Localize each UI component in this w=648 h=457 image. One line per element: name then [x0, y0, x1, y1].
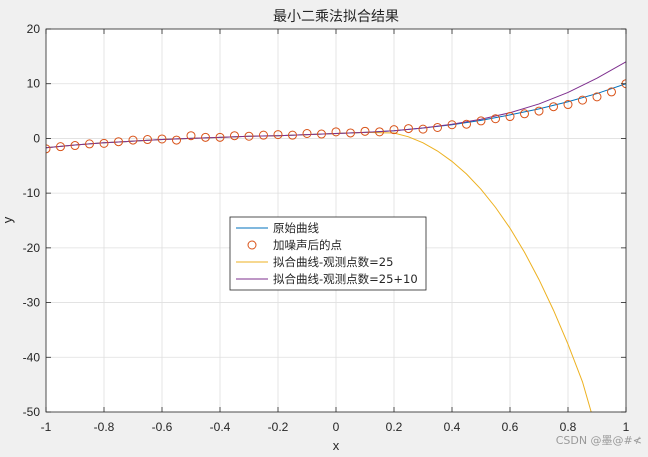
x-tick-label: 0.2: [386, 420, 403, 434]
y-tick-label: -30: [23, 296, 41, 310]
chart-title: 最小二乘法拟合结果: [273, 9, 399, 25]
legend-entry-noisy-points: 加噪声后的点: [247, 238, 342, 252]
data-point: [302, 129, 312, 139]
y-tick-label: -10: [23, 186, 41, 200]
data-point: [491, 114, 500, 124]
data-point: [549, 102, 558, 112]
data-point: [418, 124, 428, 134]
data-point: [273, 130, 283, 140]
data-point: [259, 130, 268, 140]
data-point: [534, 106, 544, 116]
data-point: [563, 100, 573, 110]
series-fit-35: [46, 61, 626, 149]
data-point: [114, 137, 123, 147]
y-tick-label: -20: [23, 241, 41, 255]
y-tick-labels: -50 -40 -30 -20 -10 0 10 20: [23, 22, 41, 419]
data-point: [607, 87, 616, 97]
legend-swatch-noisy-points: [247, 240, 257, 250]
data-point: [230, 131, 239, 141]
data-point: [389, 125, 399, 135]
legend-entry-fit-35: 拟合曲线-观测点数=25+10: [236, 272, 418, 286]
legend-label-fit-35: 拟合曲线-观测点数=25+10: [273, 272, 418, 286]
x-tick-label: 0.6: [502, 420, 519, 434]
x-tick-label: 1: [623, 420, 630, 434]
data-point: [128, 135, 138, 145]
data-point: [99, 138, 109, 148]
data-point: [215, 132, 225, 142]
data-point: [85, 139, 94, 149]
data-point: [288, 130, 297, 140]
data-point: [462, 119, 471, 129]
x-tick-label: -0.4: [210, 420, 231, 434]
legend-label-original: 原始曲线: [273, 221, 319, 235]
series-layer: [46, 61, 626, 412]
series-noisy-points: [46, 79, 626, 154]
data-point: [578, 95, 587, 105]
data-point: [46, 144, 51, 154]
series-line: [46, 61, 626, 149]
data-point: [375, 127, 384, 137]
data-point: [317, 129, 326, 139]
data-point: [143, 135, 152, 145]
data-point: [360, 126, 370, 136]
data-point: [592, 92, 602, 102]
x-tick-labels: -1 -0.8 -0.6 -0.4 -0.2 0 0.2 0.4 0.6 0.8 1: [41, 420, 630, 434]
tick-marks: [45, 28, 627, 413]
data-point: [505, 112, 515, 122]
x-tick-label: 0.8: [560, 420, 577, 434]
x-tick-label: 0: [333, 420, 340, 434]
legend-entry-original: 原始曲线: [236, 221, 319, 235]
x-tick-label: -0.2: [268, 420, 289, 434]
legend-entry-fit-25: 拟合曲线-观测点数=25: [236, 255, 393, 269]
data-point: [201, 132, 210, 142]
y-tick-label: 20: [27, 22, 41, 36]
data-point: [433, 122, 442, 132]
y-tick-label: 0: [33, 131, 40, 145]
data-point: [157, 134, 167, 144]
y-axis-label: y: [0, 216, 15, 223]
y-tick-label: -40: [23, 350, 41, 364]
watermark: CSDN @墨@#≮: [556, 434, 642, 447]
data-point: [70, 141, 80, 151]
data-point: [186, 131, 196, 141]
x-tick-label: 0.4: [444, 420, 461, 434]
legend-label-fit-25: 拟合曲线-观测点数=25: [273, 255, 393, 269]
data-point: [520, 109, 529, 119]
data-point: [476, 116, 486, 126]
x-tick-label: -0.6: [152, 420, 173, 434]
x-axis-label: x: [333, 438, 340, 453]
legend-box: [229, 216, 427, 291]
data-point: [346, 128, 355, 138]
legend-label-noisy-points: 加噪声后的点: [273, 238, 342, 252]
data-point: [172, 135, 181, 145]
y-tick-label: 10: [27, 77, 41, 91]
legend[interactable]: 原始曲线 加噪声后的点 拟合曲线-观测点数=25 拟合曲线-观测点数=25+10: [229, 216, 427, 291]
data-point: [331, 127, 341, 137]
x-tick-label: -0.8: [94, 420, 115, 434]
data-point: [244, 131, 254, 141]
data-point: [447, 120, 457, 130]
data-point: [56, 142, 65, 152]
y-tick-label: -50: [23, 405, 41, 419]
data-point: [404, 124, 413, 134]
x-tick-label: -1: [41, 420, 52, 434]
